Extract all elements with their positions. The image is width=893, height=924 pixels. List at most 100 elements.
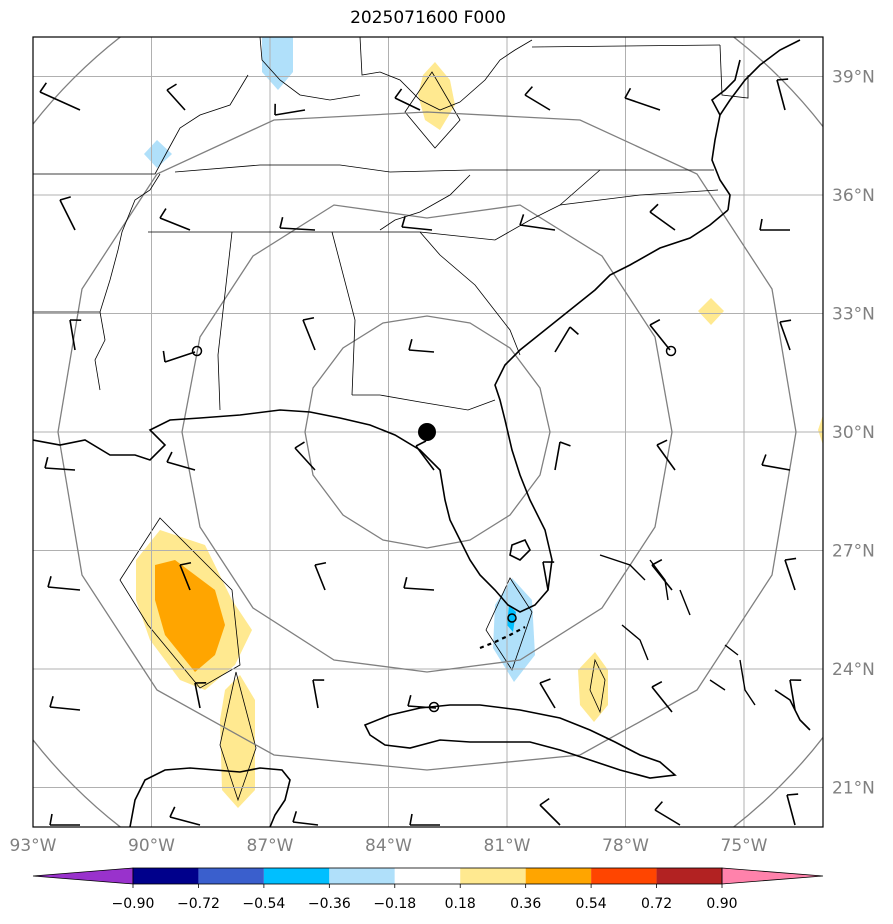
wind-barbs [39,78,802,826]
wind-barb [408,338,435,353]
map-title: 2025071600 F000 [350,8,506,28]
wind-barb [654,801,681,826]
wind-barb [162,350,196,363]
colorbar-segment [394,868,461,884]
colorbar-level-label: 0.72 [641,896,672,912]
latitude-label: 30°N [832,423,875,443]
wind-barb [279,216,316,231]
positive-anomaly-east-edge [818,415,823,445]
state-borders [33,37,749,411]
wind-barb [651,680,673,713]
wind-barb [539,797,561,826]
colorbar-segment [198,868,264,884]
station-circle-east [665,345,677,357]
negative-anomaly-missouri [144,140,172,168]
wind-barb [49,696,81,711]
positive-anomaly-gulf-core [155,560,225,672]
colorbar-level-label: −0.72 [177,896,220,912]
colorbar-segment [133,868,199,884]
colorbar-segment [263,868,330,884]
wind-barb [169,806,201,826]
wind-barb [554,441,571,471]
longitude-label: 81°W [484,836,531,856]
wind-barb [759,218,790,231]
wind-barb [314,561,327,591]
wind-barb [649,203,676,231]
wind-barb [44,456,76,471]
colorbar-level-label: −0.18 [373,896,416,912]
wind-barb [166,451,196,471]
wind-barb [651,558,673,591]
wind-barb [524,86,551,111]
wind-barb [789,679,802,711]
coastlines-borders [33,37,811,827]
positive-anomaly-kentucky [418,62,455,130]
colorbar-labels: −0.90 −0.72 −0.54 −0.36 −0.18 0.18 0.36 0.54 0.7… [112,884,738,912]
range-ring-middle [181,204,673,673]
longitude-label: 93°W [10,836,57,856]
range-ring-outer [57,111,797,771]
wind-barb [294,441,316,471]
colorbar-segment [329,868,395,884]
colorbar-level-label: −0.36 [308,896,351,912]
latitude-label: 39°N [832,68,875,88]
wind-barb [786,793,799,826]
wind-barb [302,316,316,351]
negative-anomaly-florida-core [507,605,516,632]
wind-barb [761,454,791,471]
wind-barb [69,319,82,351]
latitude-label: 33°N [832,305,875,325]
longitude-label: 75°W [721,836,768,856]
cuba [363,704,677,779]
wind-barb [292,811,319,826]
wind-barb [554,326,579,353]
longitude-label: 78°W [602,836,649,856]
wind-barb [542,561,555,591]
colorbar [32,867,824,885]
latitude-label: 21°N [832,779,875,799]
bahamas-islands [599,554,756,706]
wind-barb [539,678,556,709]
latitude-label: 36°N [832,186,875,206]
colorbar-min-extension [32,867,134,885]
colorbar-segment [656,868,722,884]
lake-okeechobee [509,538,531,561]
anomaly-contours [119,71,606,802]
station-circle-florida [507,613,517,623]
wind-barb [624,87,661,111]
latitude-tick-labels: 39°N 36°N 33°N 30°N 27°N 24°N 21°N [832,68,875,799]
chesapeake [710,59,741,116]
wind-barb [519,214,556,231]
coastlines [33,39,811,827]
gulf-coast [33,209,729,613]
longitude-label: 84°W [365,836,412,856]
storm-center-marker [418,423,436,441]
negative-anomaly-ohio [262,37,293,90]
wind-barb [59,196,76,231]
wind-barb [49,813,80,826]
station-circle-west [191,345,203,357]
wind-barb [159,208,191,231]
wind-barb [394,88,421,111]
wind-barb [649,318,671,351]
wind-barb [403,576,435,591]
station-circle-south [428,701,440,713]
wind-barb [784,557,797,591]
florida-keys [479,626,526,650]
colorbar-level-label: 0.18 [445,896,476,912]
wind-barb [39,82,81,111]
negative-anomaly-florida [493,578,535,682]
positive-anomaly-bahamas [578,652,608,722]
latitude-label: 27°N [832,542,875,562]
yucatan [129,767,291,827]
atlantic-coast-north [711,39,801,211]
colorbar-level-label: −0.90 [112,896,155,912]
colorbar-segment [591,868,657,884]
wind-barb [407,694,437,709]
wind-barb [179,561,192,591]
wind-barb [274,103,306,116]
wind-barb [312,679,325,709]
